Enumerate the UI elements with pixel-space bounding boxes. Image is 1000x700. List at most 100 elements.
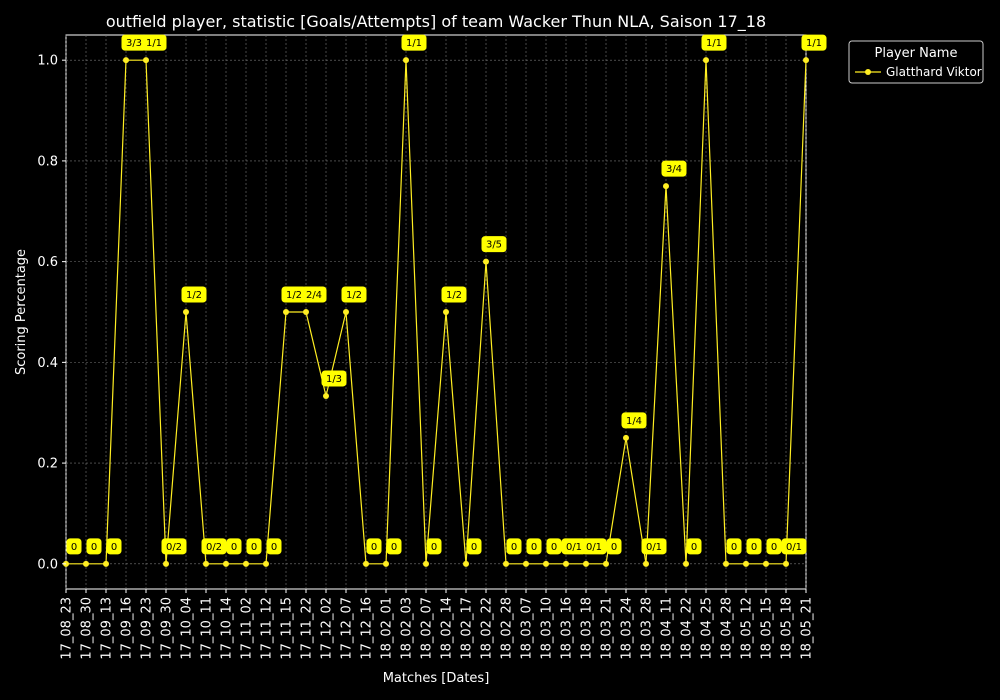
data-point bbox=[603, 560, 609, 567]
data-label: 0 bbox=[691, 542, 697, 553]
data-label: 0 bbox=[611, 542, 617, 553]
x-tick-label: 18_05_12 bbox=[740, 597, 755, 660]
x-tick-label: 18_02_03 bbox=[400, 597, 415, 660]
data-label: 1/1 bbox=[146, 38, 162, 49]
data-point bbox=[483, 258, 489, 265]
data-label: 3/4 bbox=[666, 164, 682, 175]
x-tick-label: 18_02_28 bbox=[500, 597, 515, 660]
data-label-box bbox=[86, 538, 102, 555]
x-tick-label: 17_10_11 bbox=[200, 597, 215, 660]
data-label-box bbox=[581, 538, 607, 555]
x-axis: 17_08_23 17_08_30 17_09_13 17_09_16 17_09_23… bbox=[60, 589, 815, 660]
data-label: 0 bbox=[431, 542, 437, 553]
x-axis-label: Matches [Dates] bbox=[383, 671, 490, 686]
data-point bbox=[243, 560, 249, 567]
x-tick-label: 17_11_02 bbox=[240, 597, 255, 660]
x-tick-label: 17_09_23 bbox=[140, 597, 155, 660]
data-label-box bbox=[481, 236, 507, 253]
data-label-box bbox=[426, 538, 442, 555]
data-point bbox=[163, 560, 169, 567]
y-tick-label: 0.0 bbox=[37, 557, 58, 572]
data-point bbox=[183, 309, 189, 315]
data-label-box bbox=[141, 34, 167, 51]
y-tick-label: 1.0 bbox=[37, 54, 58, 69]
data-label: 0 bbox=[751, 542, 757, 553]
data-label-box bbox=[161, 538, 187, 555]
legend: Player Name Glatthard Viktor bbox=[848, 40, 984, 84]
data-label-box bbox=[386, 538, 402, 555]
data-label-box bbox=[781, 538, 807, 555]
data-label: 0 bbox=[111, 542, 117, 553]
x-tick-label: 18_03_07 bbox=[520, 597, 535, 660]
data-point bbox=[563, 560, 569, 567]
data-point bbox=[783, 560, 789, 567]
data-label-box bbox=[726, 538, 742, 555]
data-label: 0 bbox=[91, 542, 97, 553]
data-label: 0 bbox=[551, 542, 557, 553]
data-label-box bbox=[366, 538, 382, 555]
x-tick-label: 17_08_23 bbox=[60, 597, 75, 660]
x-tick-label: 18_03_10 bbox=[540, 597, 555, 660]
data-point bbox=[343, 309, 349, 315]
data-point bbox=[703, 57, 709, 64]
data-point bbox=[263, 560, 269, 567]
data-point bbox=[803, 57, 809, 64]
x-tick-label: 18_04_25 bbox=[700, 597, 715, 660]
x-tick-label: 18_03_24 bbox=[620, 597, 635, 660]
data-point bbox=[643, 560, 649, 567]
x-tick-label: 17_11_15 bbox=[280, 597, 295, 660]
data-label: 1/2 bbox=[186, 290, 202, 301]
data-label: 0 bbox=[731, 542, 737, 553]
x-tick-label: 17_12_02 bbox=[320, 597, 335, 660]
data-point bbox=[463, 560, 469, 567]
data-point bbox=[723, 560, 729, 567]
y-tick-label: 0.2 bbox=[37, 457, 58, 472]
x-tick-label: 17_10_14 bbox=[220, 597, 235, 660]
data-label: 3/5 bbox=[486, 240, 502, 251]
data-label-box bbox=[661, 160, 687, 177]
y-tick-label: 0.6 bbox=[37, 255, 58, 270]
data-label: 2/4 bbox=[306, 290, 322, 301]
data-label-box bbox=[266, 538, 282, 555]
series-layer bbox=[63, 57, 809, 567]
x-tick-label: 18_02_17 bbox=[460, 597, 475, 660]
data-label: 0 bbox=[271, 542, 277, 553]
data-point bbox=[583, 560, 589, 567]
x-tick-label: 17_09_13 bbox=[100, 597, 115, 660]
data-point bbox=[363, 560, 369, 567]
data-label-box bbox=[66, 538, 82, 555]
data-label-box bbox=[466, 538, 482, 555]
data-label-box bbox=[246, 538, 262, 555]
y-axis-label: Scoring Percentage bbox=[14, 249, 29, 375]
series-line bbox=[66, 59, 807, 565]
data-label: 1/4 bbox=[626, 416, 642, 427]
data-point bbox=[123, 57, 129, 64]
data-label: 0 bbox=[771, 542, 777, 553]
data-point bbox=[103, 560, 109, 567]
data-label: 0 bbox=[371, 542, 377, 553]
data-label-box bbox=[526, 538, 542, 555]
x-tick-label: 18_04_11 bbox=[660, 597, 675, 660]
legend-series-marker bbox=[865, 69, 871, 75]
data-point bbox=[383, 560, 389, 567]
data-point bbox=[303, 309, 309, 315]
data-label-box bbox=[506, 538, 522, 555]
data-label: 0/2 bbox=[166, 542, 182, 553]
x-tick-label: 17_09_16 bbox=[120, 597, 135, 660]
data-point bbox=[423, 560, 429, 567]
x-tick-label: 18_02_01 bbox=[380, 597, 395, 660]
x-tick-label: 18_05_21 bbox=[800, 597, 815, 660]
data-point bbox=[683, 560, 689, 567]
legend-title: Player Name bbox=[875, 46, 958, 61]
x-tick-label: 17_12_07 bbox=[340, 597, 355, 660]
data-label-box bbox=[621, 412, 647, 429]
data-point bbox=[503, 560, 509, 567]
data-label: 0/1 bbox=[646, 542, 662, 553]
data-label-box bbox=[321, 370, 347, 387]
data-label-box bbox=[201, 538, 227, 555]
data-label: 0 bbox=[71, 542, 77, 553]
data-point bbox=[143, 57, 149, 64]
y-axis: 0.0 0.2 0.4 0.6 0.8 1.0 bbox=[37, 54, 66, 572]
data-label-box bbox=[701, 34, 727, 51]
x-tick-label: 18_03_28 bbox=[640, 597, 655, 660]
